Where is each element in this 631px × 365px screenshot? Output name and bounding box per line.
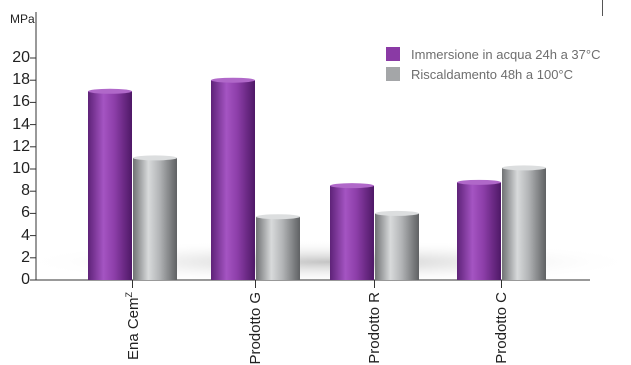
bar-cap-riscaldamento-3 — [502, 165, 546, 171]
y-tick-label: 14 — [12, 115, 30, 133]
y-tick-label: 4 — [21, 226, 30, 244]
bar-immersione-3 — [457, 182, 501, 280]
bar-immersione-2 — [330, 185, 374, 280]
legend-swatch-immersione — [386, 47, 400, 61]
corner-mark — [602, 0, 603, 16]
x-tick-label: Ena CemZ — [123, 292, 142, 361]
y-tick-label: 8 — [21, 182, 30, 200]
x-tick-label: Prodotto G — [246, 292, 264, 365]
bar-cap-immersione-2 — [330, 183, 374, 189]
y-tick-label: 6 — [21, 204, 30, 222]
x-tick-superscript: Z — [123, 292, 134, 298]
bar-riscaldamento-1 — [256, 216, 300, 280]
y-axis-unit: MPa — [10, 12, 35, 26]
bar-riscaldamento-2 — [375, 213, 419, 280]
y-tick-label: 20 — [12, 49, 30, 66]
bar-cap-immersione-0 — [88, 88, 132, 94]
y-tick-label: 18 — [12, 71, 30, 89]
legend-item-riscaldamento: Riscaldamento 48h a 100°C — [386, 64, 600, 84]
bars — [88, 77, 546, 280]
x-tick-label: Prodotto C — [492, 292, 510, 364]
legend-label-immersione: Immersione in acqua 24h a 37°C — [411, 46, 601, 62]
bar-cap-immersione-3 — [457, 179, 501, 185]
bar-cap-immersione-1 — [211, 77, 255, 83]
bar-cap-riscaldamento-2 — [375, 210, 419, 216]
bar-riscaldamento-0 — [133, 157, 177, 280]
legend: Immersione in acqua 24h a 37°C Riscaldam… — [386, 44, 600, 84]
bar-immersione-1 — [211, 80, 255, 280]
bar-cap-riscaldamento-0 — [133, 155, 177, 161]
y-tick-label: 12 — [12, 137, 30, 155]
y-tick-label: 16 — [12, 93, 30, 111]
bar-cap-riscaldamento-1 — [256, 214, 300, 220]
y-tick-label: 0 — [21, 271, 30, 288]
legend-swatch-riscaldamento — [386, 67, 400, 81]
legend-label-riscaldamento: Riscaldamento 48h a 100°C — [411, 66, 574, 82]
legend-item-immersione: Immersione in acqua 24h a 37°C — [386, 44, 600, 64]
y-tick-label: 2 — [21, 248, 30, 266]
y-tick-label: 10 — [12, 160, 30, 177]
bar-riscaldamento-3 — [502, 167, 546, 280]
x-tick-label: Prodotto R — [365, 292, 383, 364]
bar-immersione-0 — [88, 91, 132, 280]
